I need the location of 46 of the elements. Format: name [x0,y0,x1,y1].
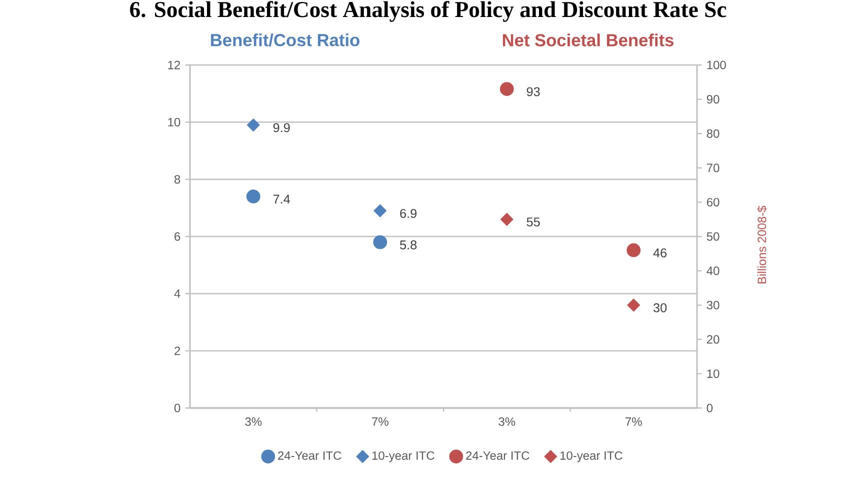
y2-tick-label: 60 [706,198,720,206]
data-label: 9.9 [273,123,290,132]
point [500,82,514,96]
legend-label: 24-Year ITC [278,451,342,460]
y2-tick-label: 0 [706,404,713,412]
x-tick-label: 7% [372,417,388,426]
point [626,243,641,258]
x-tick-label: 3% [245,417,262,426]
y2-tick-label: 30 [706,300,720,310]
y2-tick-label: 70 [706,164,720,172]
y2-tick-label: 50 [706,232,720,241]
x-tick-label: 7% [626,417,642,426]
data-label: 93 [526,87,540,96]
y2-tick-label: 40 [706,266,720,276]
data-label: 5.8 [400,240,417,250]
legend-label: 10-year ITC [372,451,434,462]
point [374,204,387,218]
data-label: 55 [526,218,540,226]
legend-label: 24-Year ITC [466,451,530,460]
point [373,235,388,250]
y-axis-title: Benefit/Cost Ratio [211,34,360,46]
y2-axis-title: Billions 2008-$ [757,206,767,284]
y2-tick-label: 90 [706,95,720,104]
data-label: 7.4 [273,194,290,204]
y2-tick-label: 10 [707,369,720,378]
y2-tick-label: 100 [707,60,726,70]
y-tick-label: 0 [174,404,180,412]
x-tick-label: 3% [498,417,516,426]
chart-title: 6. Social Benefit/Cost Analysis of Policy and Discount Rate Sc [130,1,726,22]
point [500,212,514,226]
point [627,298,640,312]
data-label: 6.9 [400,208,417,218]
y-tick-label: 4 [174,290,180,298]
point [246,190,260,204]
legend-label: 10-year ITC [560,451,622,462]
point [246,118,260,132]
text: Net Societal Benefits [502,34,674,46]
data-label: 30 [653,303,667,312]
y2-tick-label: 80 [706,129,720,138]
y-tick-label: 6 [174,232,180,241]
data-label: 46 [653,248,667,258]
y-tick-label: 10 [168,118,180,126]
y-tick-label: 2 [174,346,180,356]
y-tick-label: 8 [174,175,180,184]
y-tick-label: 12 [168,60,180,70]
y2-tick-label: 20 [706,335,720,344]
